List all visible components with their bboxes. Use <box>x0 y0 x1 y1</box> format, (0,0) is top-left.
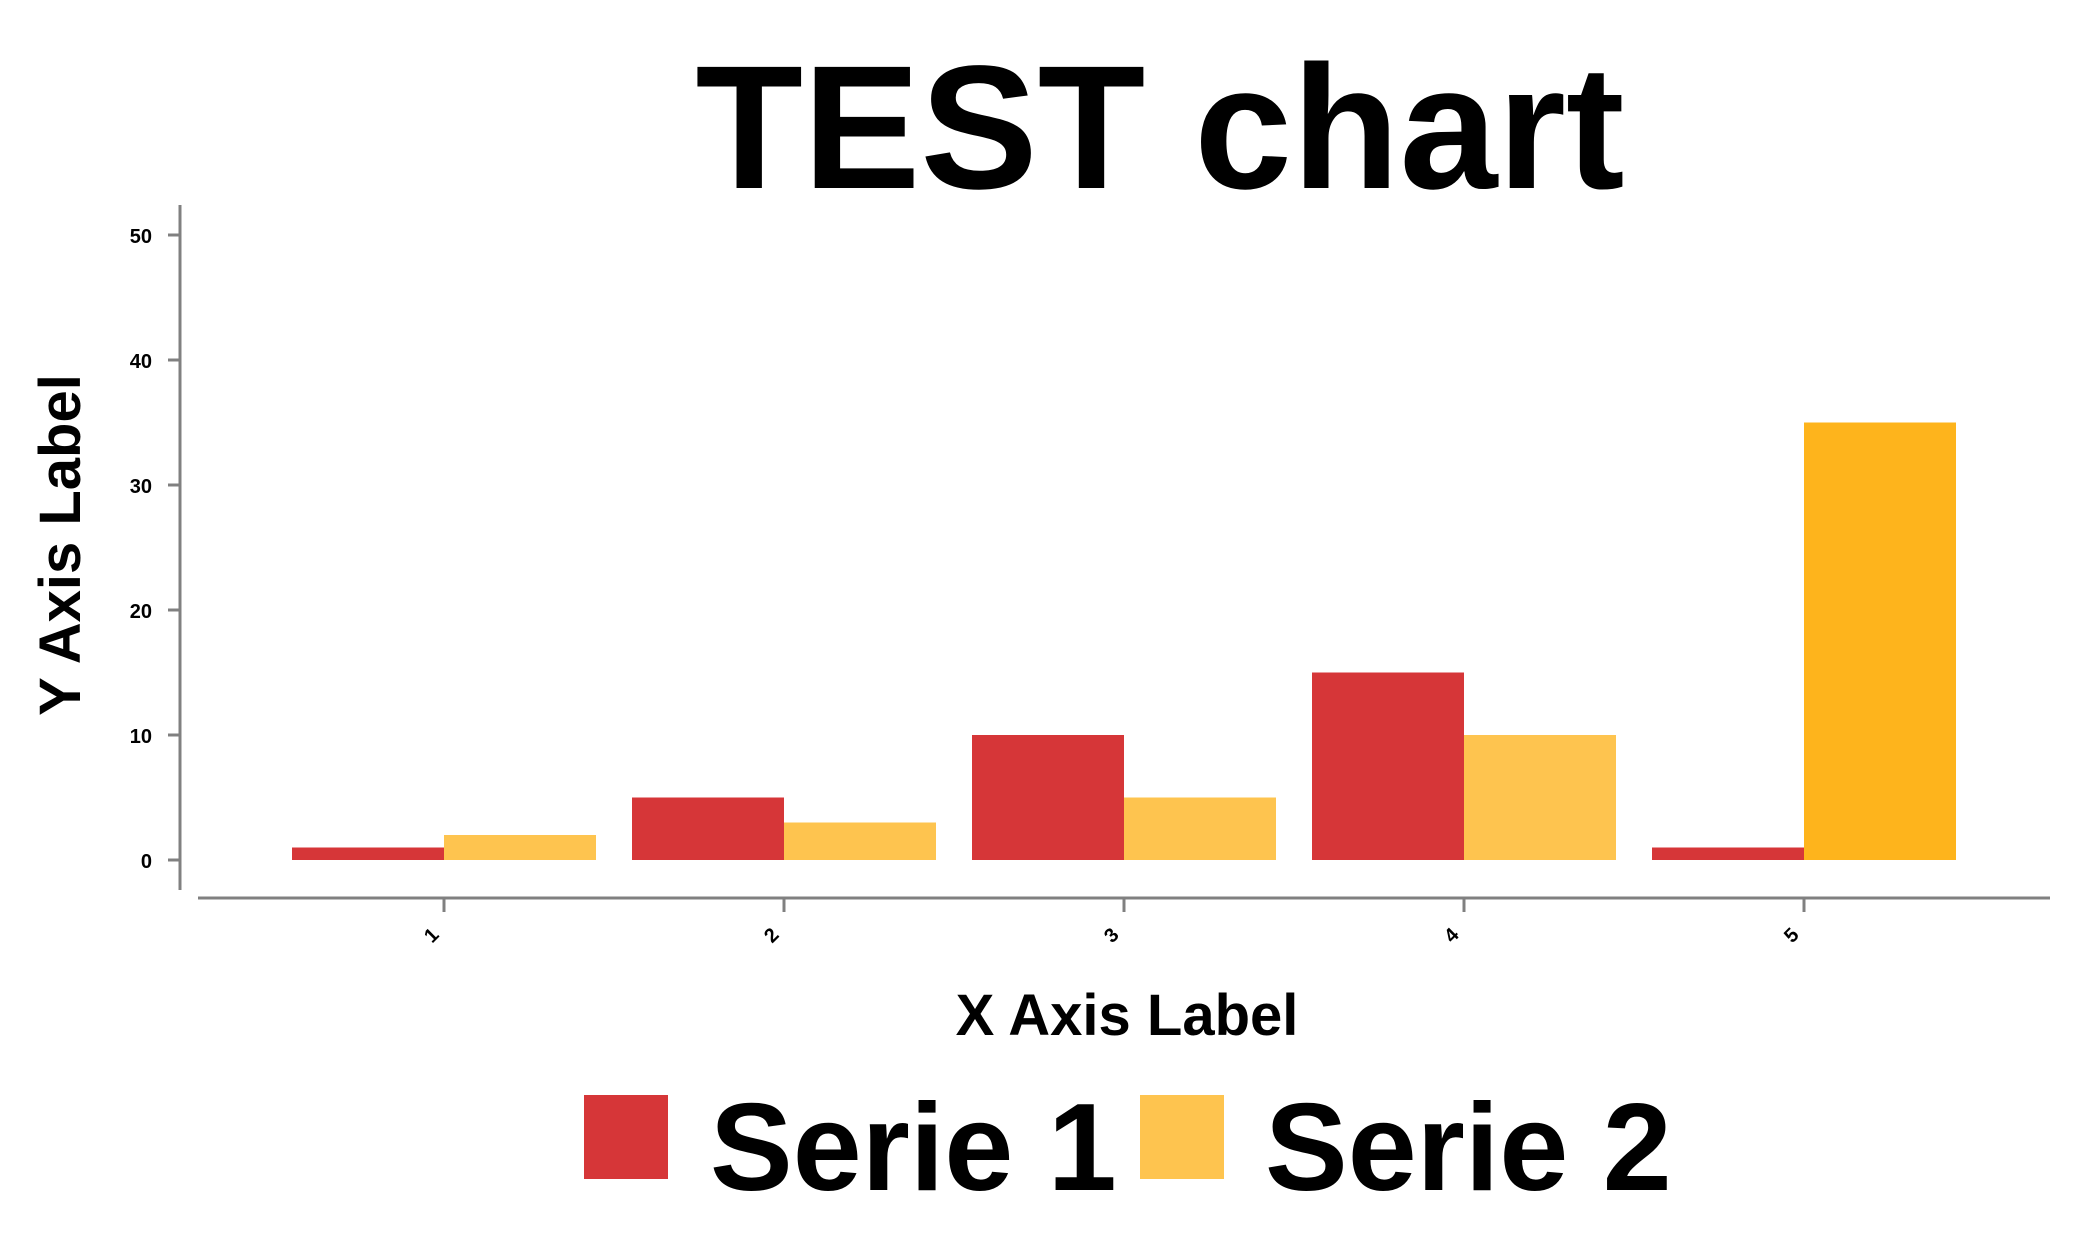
chart-title: TEST chart <box>695 30 1624 226</box>
y-tick-label: 10 <box>130 726 152 748</box>
bar-serie-1-2 <box>632 797 784 860</box>
y-tick-label: 20 <box>130 601 152 623</box>
bar-serie-1-3 <box>972 735 1124 860</box>
bar-serie-2-5 <box>1804 422 1956 860</box>
y-tick-label: 40 <box>130 351 152 373</box>
legend-label-serie-1: Serie 1 <box>710 1079 1117 1217</box>
y-axis-label: Y Axis Label <box>28 374 93 716</box>
x-tick-label: 3 <box>1100 924 1123 947</box>
bar-serie-1-4 <box>1312 672 1464 860</box>
x-axis-ticks: 1 2 3 4 5 <box>420 898 1806 947</box>
y-tick-label: 50 <box>130 226 152 248</box>
legend-swatch-serie-2 <box>1140 1095 1224 1179</box>
legend-label-serie-2: Serie 2 <box>1265 1079 1672 1217</box>
y-tick-label: 0 <box>141 851 152 873</box>
bar-serie-2-2 <box>784 822 936 860</box>
y-axis-ticks: 0 10 20 30 40 50 <box>130 226 180 873</box>
x-tick-label: 4 <box>1440 923 1464 947</box>
bar-serie-1-5 <box>1652 847 1804 860</box>
bar-serie-2-4 <box>1464 735 1616 860</box>
bars <box>292 422 1956 860</box>
x-tick-label: 5 <box>1780 924 1803 947</box>
x-tick-label: 2 <box>760 924 783 947</box>
bar-serie-2-3 <box>1124 797 1276 860</box>
bar-serie-2-1 <box>444 835 596 860</box>
bar-serie-1-1 <box>292 847 444 860</box>
x-axis-label: X Axis Label <box>956 983 1299 1048</box>
y-tick-label: 30 <box>130 476 152 498</box>
x-tick-label: 1 <box>420 924 443 947</box>
legend: Serie 1 Serie 2 <box>584 1079 1672 1217</box>
legend-swatch-serie-1 <box>584 1095 668 1179</box>
